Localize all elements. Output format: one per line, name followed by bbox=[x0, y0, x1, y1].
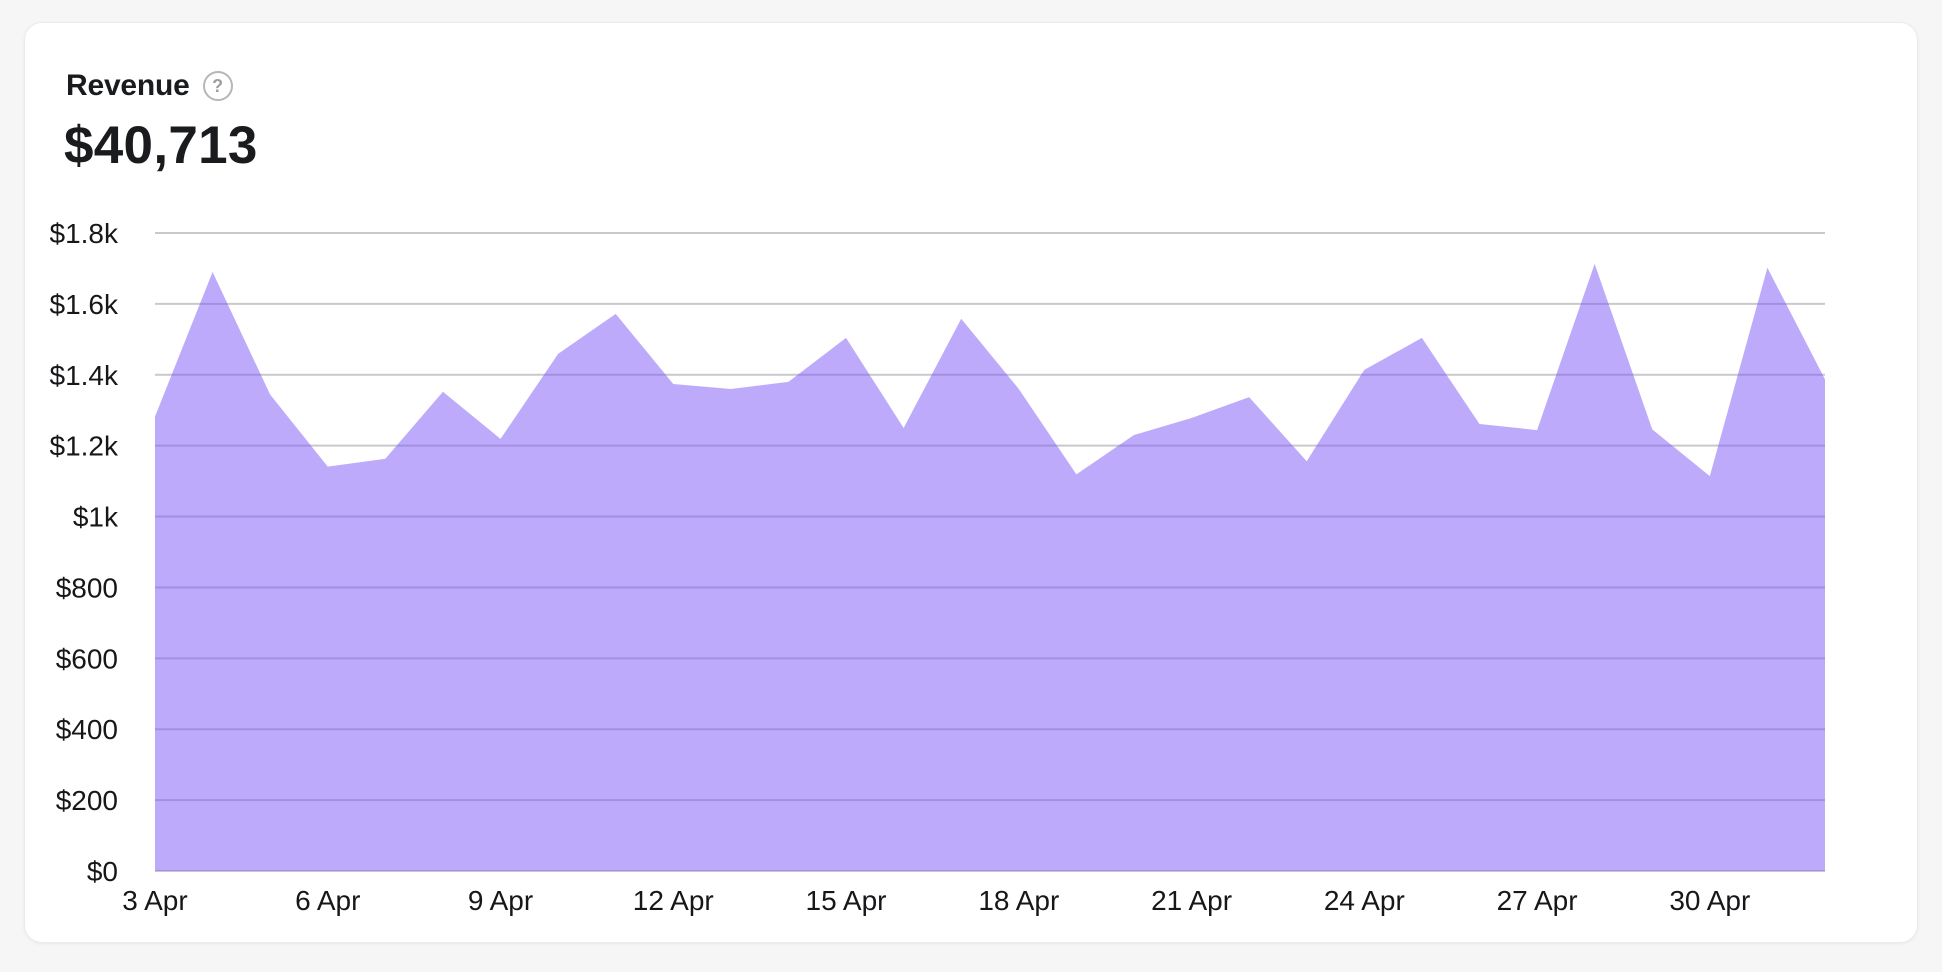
x-tick-label: 21 Apr bbox=[1151, 885, 1232, 916]
x-tick-label: 18 Apr bbox=[978, 885, 1059, 916]
y-tick-label: $400 bbox=[56, 714, 118, 745]
y-tick-label: $200 bbox=[56, 785, 118, 816]
x-tick-label: 30 Apr bbox=[1669, 885, 1750, 916]
revenue-area-series bbox=[155, 263, 1825, 871]
revenue-total-value: $40,713 bbox=[64, 116, 258, 175]
x-tick-label: 6 Apr bbox=[295, 885, 360, 916]
y-tick-label: $1.8k bbox=[50, 218, 119, 249]
revenue-area-chart: $1.8k $1.6k $1.4k $1.2k $1k $800 $600 $400 $200 $… bbox=[50, 218, 1825, 916]
y-tick-label: $1.2k bbox=[50, 431, 119, 462]
help-icon[interactable]: ? bbox=[202, 71, 233, 101]
card-header: Revenue ? bbox=[66, 69, 233, 103]
y-tick-label: $1.6k bbox=[50, 289, 119, 320]
x-tick-label: 27 Apr bbox=[1497, 885, 1578, 916]
y-tick-label: $600 bbox=[56, 643, 118, 674]
revenue-card: Revenue ? $40,713 $1.8k $1.6k $1.4k $1.2k $1… bbox=[24, 22, 1918, 943]
x-tick-label: 12 Apr bbox=[633, 885, 714, 916]
x-tick-label: 3 Apr bbox=[122, 885, 187, 916]
x-tick-label: 24 Apr bbox=[1324, 885, 1405, 916]
x-tick-label: 15 Apr bbox=[806, 885, 887, 916]
help-icon-glyph: ? bbox=[212, 75, 224, 96]
y-tick-label: $800 bbox=[56, 572, 118, 603]
x-tick-label: 9 Apr bbox=[468, 885, 533, 916]
y-tick-label: $1.4k bbox=[50, 360, 119, 391]
y-tick-label: $0 bbox=[87, 856, 118, 887]
y-tick-label: $1k bbox=[73, 502, 119, 533]
card-title: Revenue bbox=[66, 69, 190, 102]
